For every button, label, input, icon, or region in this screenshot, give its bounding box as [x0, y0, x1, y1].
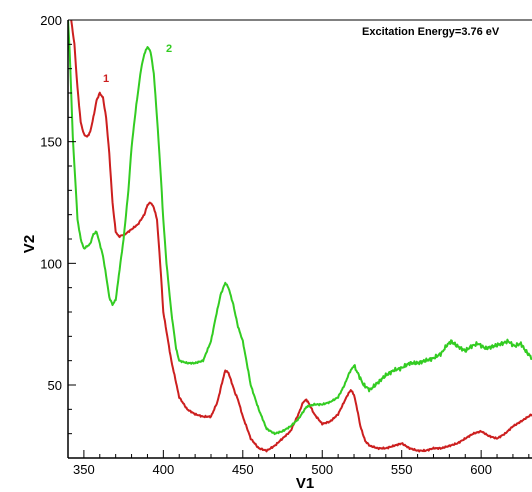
x-axis-label: V1 [296, 475, 314, 492]
excitation-energy-annotation: Excitation Energy=3.76 eV [362, 26, 500, 38]
x-tick-label: 450 [232, 462, 254, 477]
series-label-1: 1 [103, 73, 109, 85]
y-tick-label: 50 [48, 378, 62, 393]
plot-area: 350 400 450 500 550 600 50 100 150 200 [40, 13, 532, 477]
series-line-1 [70, 20, 532, 453]
y-tick-label: 150 [40, 135, 62, 150]
axes-layer: 350 400 450 500 550 600 50 100 150 200 [40, 13, 532, 477]
x-tick-label: 600 [470, 462, 492, 477]
y-tick-label: 100 [40, 256, 62, 271]
x-tick-label: 500 [311, 462, 333, 477]
labels-layer: Excitation Energy=3.76 eV V1 V2 1 2 [21, 26, 500, 492]
x-tick-label: 350 [73, 462, 95, 477]
series-label-2: 2 [166, 43, 172, 55]
y-tick-label: 200 [40, 13, 62, 28]
series-line-2 [68, 20, 532, 436]
x-tick-label: 550 [391, 462, 413, 477]
x-tick-label: 400 [152, 462, 174, 477]
y-axis-label: V2 [21, 235, 38, 253]
plot-background [68, 20, 532, 458]
series-layer [68, 20, 532, 453]
